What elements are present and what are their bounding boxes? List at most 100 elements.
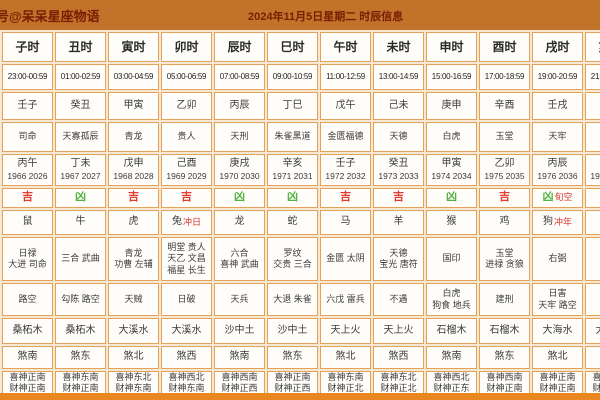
watermark: 号@呆呆星座物语 (0, 8, 100, 24)
clash-years: 1970 2030 (219, 170, 260, 181)
nayin-cell: 桑柘木 (55, 318, 106, 344)
time-range-cell: 01:00-02:59 (55, 64, 106, 90)
time-range-cell: 17:00-18:59 (479, 64, 530, 90)
nayin-cell: 沙中土 (267, 318, 318, 344)
luck-cell: 凶 (426, 188, 477, 208)
ganzhi-cell: 壬子 (2, 92, 53, 120)
clash-years: 1971 2031 (272, 170, 313, 181)
luck-flag: 凶 (542, 191, 554, 204)
clash-years: 1974 2034 (431, 170, 472, 181)
day-officer-cell: 天德 (373, 122, 424, 152)
luck-cell: 凶 (267, 188, 318, 208)
zodiac-cell: 鼠 (2, 210, 53, 235)
nayin-cell: 大溪水 (161, 318, 212, 344)
page-title: 2024年11月5日星期二 时辰信息 (248, 11, 404, 23)
nayin-cell: 大海水 (585, 318, 600, 344)
clash-years: 1969 2029 (166, 170, 207, 181)
clash-cell: 己酉 1969 2029 (161, 154, 212, 186)
sha-direction-cell: 煞东 (585, 346, 600, 369)
hours-table: 子时 23:00-00:59 壬子 司命 丙午 1966 2026 吉鼠日禄 大进 司命 路空… (0, 30, 600, 397)
sha-direction-cell: 煞东 (479, 346, 530, 369)
day-officer-cell: 金匮福德 (320, 122, 371, 152)
time-range-cell: 07:00-08:59 (214, 64, 265, 90)
zodiac-cell: 羊 (373, 210, 424, 235)
ganzhi-cell: 甲寅 (108, 92, 159, 120)
zodiac-name: 牛 (75, 216, 86, 228)
fortune-gods-cell: 喜神西北 财神东南 (161, 371, 212, 395)
nayin-cell: 桑柘木 (2, 318, 53, 344)
sha-direction-cell: 煞东 (267, 346, 318, 369)
clash-years: 1975 2035 (484, 170, 525, 181)
clash-ganzhi: 庚戌 (229, 158, 250, 170)
hour-name-cell: 戌时 (532, 32, 583, 62)
clash-cell: 丁巳1977 2037 (585, 154, 600, 186)
clash-ganzhi: 甲寅 (441, 158, 462, 170)
auspicious-gods-cell: 玉堂 进禄 贪狼 (479, 237, 530, 281)
luck-flag: 凶 (234, 191, 245, 204)
luck-flag: 吉 (181, 191, 192, 204)
hour-name-cell: 卯时 (161, 32, 212, 62)
luck-cell: 吉 (373, 188, 424, 208)
hour-name-cell: 午时 (320, 32, 371, 62)
sha-direction-cell: 煞北 (532, 346, 583, 369)
clash-ganzhi: 壬子 (335, 158, 356, 170)
zodiac-name: 猴 (446, 216, 457, 228)
ganzhi-cell: 丙辰 (214, 92, 265, 120)
luck-flag: 吉 (499, 191, 510, 204)
ganzhi-cell: 戊午 (320, 92, 371, 120)
bottom-bar (0, 393, 600, 400)
zodiac-cell: 虎 (108, 210, 159, 235)
luck-flag: 吉 (340, 191, 351, 204)
inauspicious-gods-cell: 日害 天牢 路空 (532, 283, 583, 316)
fortune-gods-cell: 喜神西南 财神正西 (214, 371, 265, 395)
zodiac-mark: 冲日 (182, 216, 201, 227)
sha-direction-cell: 煞北 (320, 346, 371, 369)
auspicious-gods-cell: 日禄 大进 司命 (2, 237, 53, 281)
clash-ganzhi: 辛亥 (282, 158, 303, 170)
luck-cell: 吉 (2, 188, 53, 208)
day-officer-cell: 青龙 (108, 122, 159, 152)
time-range-cell: 11:00-12:59 (320, 64, 371, 90)
zodiac-name: 龙 (234, 216, 245, 228)
clash-years: 1966 2026 (7, 170, 48, 181)
auspicious-gods-cell: 罗纹 交贵 三合 (267, 237, 318, 281)
luck-cell: 吉 (161, 188, 212, 208)
luck-cell: 凶旬空 (532, 188, 583, 208)
nayin-cell: 大溪水 (108, 318, 159, 344)
hour-name-cell: 辰时 (214, 32, 265, 62)
nayin-cell: 天上火 (373, 318, 424, 344)
ganzhi-cell: 癸丑 (55, 92, 106, 120)
clash-ganzhi: 己酉 (176, 158, 197, 170)
inauspicious-gods-cell: 勾陈 路空 (55, 283, 106, 316)
fortune-gods-cell: 喜神东南 财神正南 (585, 371, 600, 395)
inauspicious-gods-cell: 建刑 (479, 283, 530, 316)
fortune-gods-cell: 喜神东南 财神正北 (320, 371, 371, 395)
luck-flag: 吉 (393, 191, 404, 204)
inauspicious-gods-cell: 天贼 (108, 283, 159, 316)
ganzhi-cell: 乙卯 (161, 92, 212, 120)
time-range-cell: 05:00-06:59 (161, 64, 212, 90)
nayin-cell: 石榴木 (479, 318, 530, 344)
fortune-gods-cell: 喜神东北 财神东南 (108, 371, 159, 395)
hour-name-cell: 子时 (2, 32, 53, 62)
clash-cell: 壬子 1972 2032 (320, 154, 371, 186)
day-officer-cell: 贵人 (161, 122, 212, 152)
hour-name-cell: 酉时 (479, 32, 530, 62)
luck-cell: 凶 (55, 188, 106, 208)
hour-name-cell: 丑时 (55, 32, 106, 62)
clash-years: 1972 2032 (325, 170, 366, 181)
clash-cell: 乙卯 1975 2035 (479, 154, 530, 186)
sha-direction-cell: 煞南 (426, 346, 477, 369)
hour-name-cell: 申时 (426, 32, 477, 62)
zodiac-cell: 猪 (585, 210, 600, 235)
day-officer-cell: 玉堂 (479, 122, 530, 152)
zodiac-cell: 马 (320, 210, 371, 235)
ganzhi-cell: 癸亥 (585, 92, 600, 120)
luck-cell: 吉 (479, 188, 530, 208)
zodiac-name: 鼠 (22, 216, 33, 228)
luck-cell: 吉 (320, 188, 371, 208)
auspicious-gods-cell: 金匮 太阴 (320, 237, 371, 281)
luck-flag: 凶 (287, 191, 298, 204)
auspicious-gods-cell: 青龙 功曹 左辅 (108, 237, 159, 281)
